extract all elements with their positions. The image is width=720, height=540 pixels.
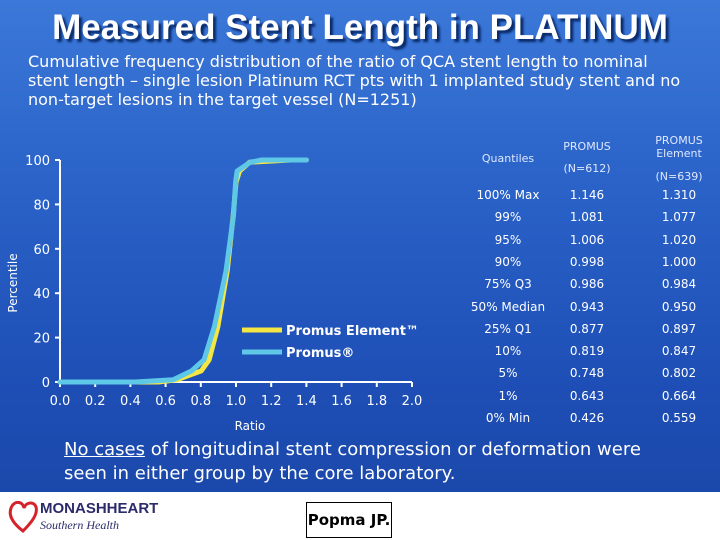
header-promus-element: PROMUS Element — [655, 134, 703, 160]
page-title: Measured Stent Length in PLATINUM — [52, 8, 668, 47]
table-row-label: 25% Q1 — [484, 321, 532, 336]
y-tick-label: 100 — [25, 154, 50, 169]
table-row-label: 0% Min — [485, 411, 531, 425]
table-row-promus-element: 0.897 — [661, 321, 697, 336]
table-row-promus: 0.819 — [569, 344, 605, 359]
logo-subtitle: Southern Health — [40, 518, 119, 532]
table-row-promus-element: 1.000 — [661, 254, 697, 269]
table-row-promus-element: 0.559 — [661, 411, 697, 425]
x-tick-label: 1.4 — [296, 394, 317, 409]
x-tick-label: 2.0 — [402, 394, 423, 409]
footer-note-text: of longitudinal stent compression or def… — [64, 439, 641, 484]
header-promus-element-n: (N=639) — [655, 170, 703, 183]
chart-legend: Promus Element™ Promus® — [242, 324, 419, 361]
table-row-label: 1% — [498, 388, 518, 403]
table-row-label: 50% Median — [470, 299, 546, 314]
author-label: Popma JP. — [306, 502, 392, 538]
heart-outline-icon — [8, 500, 38, 533]
legend-label-1: Promus® — [286, 346, 354, 361]
table-row-promus: 0.943 — [569, 299, 605, 314]
x-tick-label: 0.8 — [190, 394, 211, 409]
x-tick-label: 1.2 — [261, 394, 282, 409]
table-row-promus-element: 0.802 — [661, 366, 697, 381]
table-row-promus: 1.006 — [569, 232, 605, 247]
table-row-label: 90% — [494, 254, 522, 269]
subtitle: Cumulative frequency distribution of the… — [28, 52, 681, 109]
chart-series — [57, 157, 309, 385]
table-row-label: 95% — [494, 232, 522, 247]
y-tick-label: 0 — [42, 376, 50, 391]
x-tick-label: 1.6 — [331, 394, 352, 409]
x-tick-label: 1.8 — [366, 394, 387, 409]
table-row-promus: 0.748 — [569, 366, 605, 381]
series-line-1 — [57, 157, 309, 385]
table-row-promus: 0.426 — [569, 411, 605, 425]
table-row-label: 5% — [498, 366, 518, 381]
header-quantiles: Quantiles — [481, 152, 535, 165]
x-axis-title: Ratio — [235, 419, 266, 433]
x-tick-label: 0.0 — [50, 394, 71, 409]
chart-axes: 0 20 40 60 80 100 0.0 0.2 0.4 0.6 0.8 1.0 1.2 1.4 1.6 1… — [6, 154, 422, 433]
table-row-label: 100% Max — [476, 188, 540, 202]
y-tick-label: 20 — [33, 332, 50, 347]
table-row-promus-element: 1.020 — [661, 232, 697, 247]
footer-note: No cases of longitudinal stent compressi… — [64, 438, 664, 486]
x-tick-label: 1.0 — [226, 394, 247, 409]
table-row-promus: 0.877 — [569, 321, 605, 336]
table-row-promus-element: 0.847 — [661, 344, 697, 359]
table-row-promus: 0.986 — [569, 277, 605, 292]
table-row-promus-element: 1.077 — [661, 210, 697, 225]
header-promus: PROMUS — [563, 140, 611, 153]
table-row-promus: 0.643 — [569, 388, 605, 403]
legend-label-0: Promus Element™ — [286, 324, 419, 339]
table-row-label: 99% — [494, 210, 522, 225]
series-line-0 — [57, 157, 309, 385]
table-row-promus-element: 0.984 — [661, 277, 697, 292]
header-promus-n: (N=612) — [563, 162, 611, 175]
y-tick-label: 80 — [33, 198, 50, 213]
table-row-promus-element: 1.310 — [661, 188, 697, 202]
table-row-label: 75% Q3 — [484, 277, 532, 292]
y-axis-title: Percentile — [6, 253, 20, 312]
logo-name: MONASHHEART — [40, 500, 159, 517]
table-row-promus: 0.998 — [569, 254, 605, 269]
table-row-promus-element: 0.664 — [661, 388, 697, 403]
footer-note-underlined: No cases — [64, 439, 145, 460]
table-row-label: 10% — [494, 344, 522, 359]
y-tick-label: 40 — [33, 287, 50, 302]
y-tick-label: 60 — [33, 243, 50, 258]
x-tick-label: 0.4 — [120, 394, 141, 409]
x-tick-label: 0.6 — [155, 394, 176, 409]
table-row-promus-element: 0.950 — [661, 299, 697, 314]
table-row-promus: 1.146 — [569, 188, 605, 202]
quantile-table: Quantiles PROMUS (N=612) PROMUS Element (N=6… — [448, 134, 718, 438]
cdf-chart: 0 20 40 60 80 100 0.0 0.2 0.4 0.6 0.8 1.0 1.2 1.4 1.6 1… — [6, 154, 422, 433]
table-row-promus: 1.081 — [569, 210, 605, 225]
x-tick-label: 0.2 — [85, 394, 106, 409]
